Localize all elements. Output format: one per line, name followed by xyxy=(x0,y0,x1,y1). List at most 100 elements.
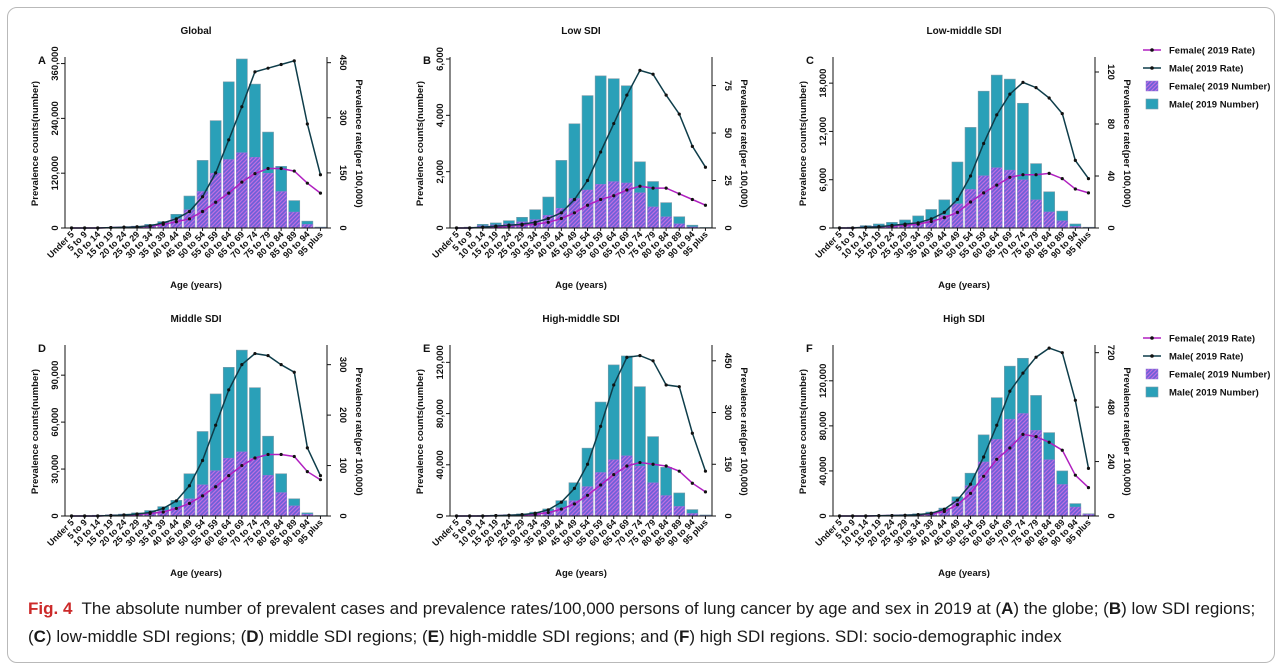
female-rate-point xyxy=(200,494,205,498)
male-rate-point xyxy=(533,220,537,224)
female-number-bar xyxy=(991,167,1003,229)
female-rate-point xyxy=(599,483,603,487)
y-axis-label: Prevalence counts(number) xyxy=(30,369,41,494)
female-number-bar xyxy=(275,492,287,517)
caption-text: The absolute number of prevalent cases a… xyxy=(28,599,1256,646)
male-rate-point xyxy=(200,195,205,199)
male-rate-line xyxy=(71,352,322,517)
male-rate-point xyxy=(187,209,192,214)
female-rate-point xyxy=(1021,432,1025,436)
chart-panel-e: High-middle SDI E 0 40,000 80,000 120,000 0 150… xyxy=(415,314,749,579)
male-rate-point xyxy=(1034,355,1038,359)
chart-title: Global xyxy=(180,26,211,37)
male-rate-point xyxy=(968,174,973,178)
male-rate-point xyxy=(253,351,257,356)
y-tick-label: 120,000 xyxy=(818,364,829,398)
female-rate-point xyxy=(559,216,563,221)
chart-title: Low SDI xyxy=(561,26,601,37)
female-rate-point xyxy=(677,469,681,473)
male-rate-point xyxy=(1021,371,1025,375)
male-rate-point xyxy=(982,455,986,459)
chart-title: Low-middle SDI xyxy=(927,26,1002,37)
female-number-bar xyxy=(647,206,659,229)
male-rate-point xyxy=(877,225,881,229)
female-rate-point xyxy=(690,197,694,202)
male-number-legend-swatch xyxy=(1145,98,1159,110)
male-rate-point xyxy=(200,458,205,463)
female-rate-point xyxy=(677,192,681,196)
y-tick-label: 0 xyxy=(818,513,829,518)
figure-label: Fig. 4 xyxy=(28,599,73,618)
male-rate-point xyxy=(1034,86,1038,90)
male-rate-point xyxy=(214,423,218,427)
y2-axis-label: Prevalence rate(per 100,000) xyxy=(1121,367,1132,495)
female-rate-point xyxy=(292,454,296,459)
female-number-bar xyxy=(288,211,300,229)
male-number-legend-label: Male( 2019 Number) xyxy=(1169,100,1259,111)
female-rate-point xyxy=(599,197,603,202)
male-rate-point xyxy=(664,383,668,387)
female-number-bar xyxy=(262,475,274,517)
male-rate-point xyxy=(1008,92,1012,96)
y2-tick-label: 120 xyxy=(1105,64,1116,80)
y2-tick-label: 300 xyxy=(337,110,348,126)
male-rate-point xyxy=(494,224,498,228)
male-rate-point xyxy=(161,221,165,225)
female-number-bar xyxy=(1043,459,1055,517)
y2-tick-label: 0 xyxy=(722,225,733,230)
y2-tick-label: 80 xyxy=(1105,119,1116,130)
male-rate-point xyxy=(227,388,231,392)
panel-letter: E xyxy=(423,343,430,355)
male-rate-point xyxy=(318,474,323,478)
female-number-bar xyxy=(1004,418,1016,517)
female-rate-point xyxy=(703,490,708,494)
male-rate-point xyxy=(305,446,309,450)
male-rate-point xyxy=(1086,177,1091,181)
y2-tick-label: 450 xyxy=(337,55,348,71)
female-rate-point xyxy=(305,470,309,474)
male-rate-point xyxy=(279,363,283,367)
chart-title: High SDI xyxy=(943,314,985,325)
female-rate-point xyxy=(968,491,973,495)
male-rate-point xyxy=(1073,398,1077,402)
female-rate-point xyxy=(1060,448,1064,452)
male-rate-point xyxy=(266,66,270,70)
female-number-bar xyxy=(594,184,607,229)
female-rate-point xyxy=(227,191,231,195)
female-rate-legend-label: Female( 2019 Rate) xyxy=(1169,334,1255,345)
y-tick-label: 18,000 xyxy=(818,69,829,98)
y-tick-label: 40,000 xyxy=(818,456,829,485)
female-rate-point xyxy=(200,209,205,214)
male-rate-point xyxy=(690,431,694,435)
female-number-bar xyxy=(608,181,620,229)
male-rate-point xyxy=(1060,112,1064,116)
y-tick-label: 4,000 xyxy=(435,103,446,127)
panel-letter: F xyxy=(806,343,813,355)
figure-caption: Fig. 4 The absolute number of prevalent … xyxy=(28,595,1268,651)
male-rate-point xyxy=(161,506,165,511)
y2-tick-label: 0 xyxy=(722,513,733,518)
chart-panel-a: GlobalA0120,000240,000360,0000150300450U… xyxy=(30,26,364,291)
y-tick-label: 240,000 xyxy=(50,101,61,135)
female-number-bar xyxy=(673,223,685,229)
female-rate-point xyxy=(1086,191,1091,195)
female-number-bar xyxy=(634,465,646,517)
female-rate-point xyxy=(995,183,999,187)
female-rate-point xyxy=(1034,173,1038,177)
female-number-bar xyxy=(581,486,594,517)
female-rate-point xyxy=(546,510,550,515)
female-rate-point xyxy=(638,460,642,465)
panel-letter: A xyxy=(38,55,46,67)
y2-tick-label: 150 xyxy=(337,165,348,181)
male-rate-point xyxy=(995,113,999,117)
female-rate-point xyxy=(279,166,283,171)
y2-tick-label: 200 xyxy=(337,407,348,423)
figure-frame: Global A 0 120,000 240,000 360,000 0 150 300 450 U… xyxy=(7,7,1275,663)
female-number-bar xyxy=(647,482,659,517)
male-rate-point xyxy=(625,93,629,97)
female-rate-point xyxy=(174,220,178,224)
female-number-bar xyxy=(991,439,1003,517)
male-rate-point xyxy=(690,144,694,148)
y2-axis-label: Prevalence rate(per 100,000) xyxy=(353,367,364,495)
female-number-bar xyxy=(209,470,222,517)
